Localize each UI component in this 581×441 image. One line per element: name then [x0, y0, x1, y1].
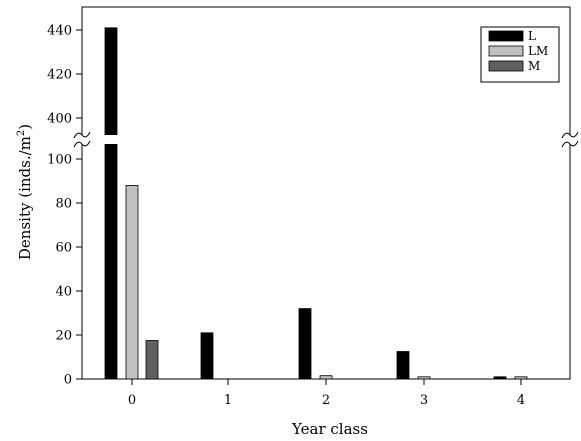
legend-label-m: M [528, 59, 540, 73]
bar-l-3 [396, 351, 410, 380]
axis-break-gap [78, 135, 574, 144]
y-tick-label-420: 420 [47, 68, 72, 83]
bar-lm-3 [417, 376, 431, 380]
axis-break-squiggle-left-upper [73, 131, 91, 139]
x-tick-label-2: 2 [322, 393, 330, 408]
y-tick-label-0: 0 [64, 373, 72, 388]
legend-swatch-lm [488, 45, 524, 57]
bars [104, 27, 528, 380]
y-tick-label-100: 100 [47, 153, 72, 168]
y-tick-label-400: 400 [47, 112, 72, 127]
bar-l-2 [298, 308, 312, 380]
axis-break-squiggle-right-upper [561, 131, 579, 139]
bar-lm-0 [125, 184, 139, 380]
y-tick-label-440: 440 [47, 24, 72, 39]
y-tick-label-80: 80 [55, 197, 72, 212]
bar-l-0 [104, 27, 118, 380]
x-tick-label-0: 0 [128, 393, 136, 408]
legend-swatch-m [488, 60, 524, 72]
axis-break-marks [73, 131, 579, 148]
x-axis-ticks: 0 1 2 3 4 [128, 379, 525, 408]
x-tick-label-1: 1 [224, 393, 232, 408]
bar-l-1 [200, 332, 214, 380]
y-axis-title: Density (inds./m2) [16, 124, 34, 260]
bar-l-4 [493, 376, 507, 380]
y-axis-title-superscript: 2 [16, 130, 27, 136]
y-axis-title-main: Density (inds./m [16, 136, 34, 260]
legend-label-lm: LM [528, 44, 548, 58]
y-tick-label-60: 60 [55, 241, 72, 256]
y-tick-label-40: 40 [55, 285, 72, 300]
legend-label-l: L [528, 29, 536, 43]
x-tick-label-4: 4 [517, 393, 525, 408]
x-axis-title: Year class [291, 420, 368, 438]
x-tick-label-3: 3 [420, 393, 428, 408]
y-axis-title-end: ) [16, 124, 34, 130]
axis-break-squiggle-right-lower [561, 140, 579, 148]
axis-break-squiggle-left-lower [73, 140, 91, 148]
y-tick-label-20: 20 [55, 329, 72, 344]
y-axis-ticks: 0 20 40 60 80 100 400 420 440 [47, 24, 82, 388]
bar-lm-4 [514, 376, 528, 380]
bar-m-0 [145, 340, 159, 380]
bar-lm-2 [319, 375, 333, 380]
legend-swatch-l [488, 30, 524, 42]
